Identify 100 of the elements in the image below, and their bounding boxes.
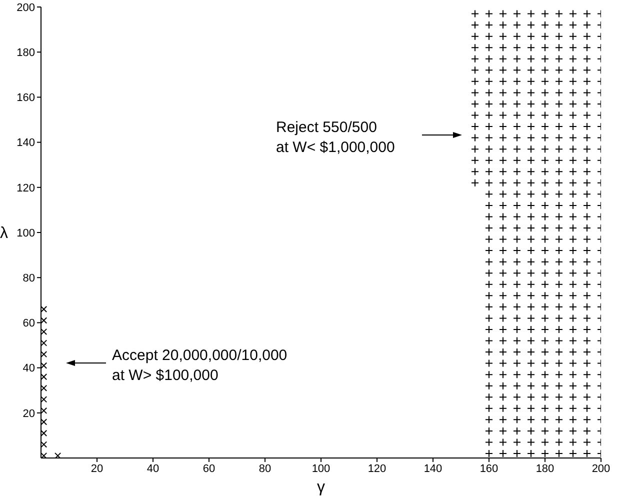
point — [485, 21, 493, 30]
point — [513, 438, 521, 446]
point — [583, 393, 591, 402]
point — [513, 404, 521, 412]
annotation: Accept 20,000,000/10,000 at W> $100,000 — [112, 347, 288, 384]
point — [513, 178, 521, 187]
point — [499, 32, 507, 40]
point — [499, 449, 507, 458]
point — [513, 269, 521, 278]
point — [569, 111, 577, 120]
point — [513, 54, 521, 63]
point — [471, 122, 479, 131]
point — [527, 359, 535, 368]
point — [583, 426, 591, 435]
point — [583, 178, 591, 187]
point — [527, 325, 535, 334]
point — [527, 77, 535, 86]
point — [541, 359, 549, 368]
point — [527, 348, 535, 356]
point — [583, 88, 591, 97]
point — [569, 66, 577, 74]
point — [555, 292, 563, 300]
point — [555, 348, 563, 356]
point — [471, 145, 479, 154]
point — [569, 269, 577, 278]
point — [485, 212, 493, 221]
y-axis-title: λ — [0, 225, 8, 242]
point — [41, 452, 48, 458]
point — [569, 359, 577, 368]
point — [471, 10, 479, 18]
point — [555, 258, 563, 266]
point — [485, 416, 493, 424]
point — [541, 122, 549, 131]
point — [527, 190, 535, 198]
point — [471, 44, 479, 52]
point — [485, 393, 493, 402]
point — [583, 258, 591, 266]
x-tick-label: 20 — [90, 462, 104, 475]
x-tick-label: 160 — [480, 462, 498, 475]
point — [527, 370, 535, 379]
point — [569, 190, 577, 198]
point — [541, 190, 549, 198]
point — [569, 156, 577, 164]
point — [499, 54, 507, 63]
point — [555, 44, 563, 52]
y-tick-label: 60 — [22, 318, 35, 330]
point — [41, 407, 48, 414]
point — [569, 100, 577, 108]
point — [499, 314, 507, 322]
y-tick-label: 200 — [16, 2, 35, 14]
point — [583, 348, 591, 356]
point — [41, 340, 48, 346]
point — [541, 77, 549, 86]
point — [583, 32, 591, 40]
point — [527, 32, 535, 40]
point — [527, 224, 535, 232]
point — [499, 438, 507, 446]
point — [527, 393, 535, 402]
point — [485, 77, 493, 86]
point — [499, 246, 507, 255]
point — [485, 314, 493, 322]
point — [583, 201, 591, 210]
point — [569, 212, 577, 221]
y-tick-label: 20 — [22, 408, 35, 420]
point — [569, 77, 577, 86]
point — [527, 280, 535, 288]
point — [499, 269, 507, 278]
point — [485, 44, 493, 52]
point — [485, 156, 493, 164]
point — [499, 416, 507, 424]
point — [54, 452, 62, 458]
point — [499, 44, 507, 52]
point — [513, 336, 521, 345]
point — [485, 190, 493, 198]
point — [527, 100, 535, 108]
point — [541, 145, 549, 154]
point — [583, 122, 591, 131]
point — [569, 302, 577, 311]
point — [555, 178, 563, 187]
point — [569, 292, 577, 300]
point — [513, 10, 521, 18]
point — [485, 359, 493, 368]
y-tick-label: 140 — [16, 137, 35, 150]
point — [471, 134, 479, 142]
point — [513, 44, 521, 52]
point — [41, 441, 48, 448]
point — [541, 292, 549, 300]
point — [583, 224, 591, 232]
point — [569, 314, 577, 322]
point — [541, 88, 549, 97]
point — [471, 21, 479, 30]
point — [555, 77, 563, 86]
point — [583, 370, 591, 379]
point — [555, 382, 563, 390]
point — [569, 438, 577, 446]
point — [513, 325, 521, 334]
point — [569, 382, 577, 390]
point — [499, 348, 507, 356]
point — [541, 382, 549, 390]
point — [555, 156, 563, 164]
